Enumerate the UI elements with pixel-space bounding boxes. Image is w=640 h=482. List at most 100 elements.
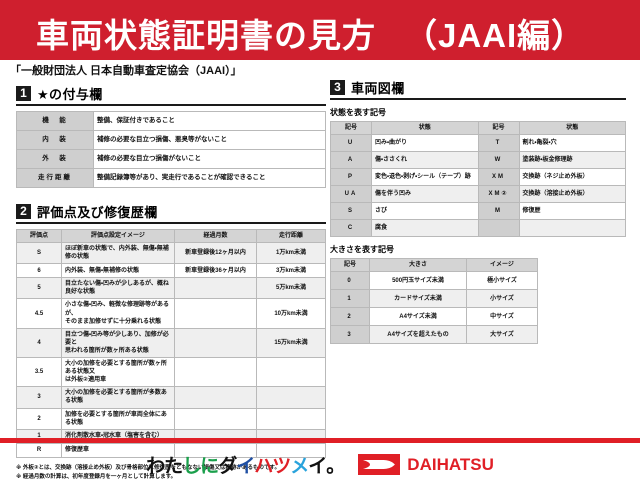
- criteria-label: 外 装: [16, 149, 94, 169]
- state-symbol: T: [477, 134, 520, 153]
- tagline-char: イ: [236, 456, 255, 477]
- size-symbols-table: 記号 大きさ イメージ 0 500円玉サイズ未満 極小サイズ 1 カードサイズ未満 小サイズ 2…: [330, 258, 538, 345]
- score-value: 4: [16, 327, 62, 359]
- score-history-table: 評価点 評価点設定イメージ 経過月数 走行距離 S ほぼ新車の状態で、内外装、無傷・無補…: [16, 228, 326, 458]
- state-desc: 腐食: [371, 219, 479, 238]
- criteria-label: 走行距離: [16, 168, 94, 188]
- criteria-desc: 整備、保証付きであること: [93, 111, 326, 131]
- column-header: 状態: [518, 120, 626, 136]
- column-header: 評価点: [16, 228, 62, 244]
- header-band: [0, 0, 640, 60]
- size-image: 中サイズ: [466, 307, 538, 327]
- tagline-char: に: [200, 456, 219, 477]
- size-symbols-head: 記号 大きさ イメージ: [330, 258, 538, 273]
- star-criteria-row: 内 装補修の必要な目立つ損傷、悪臭等がないこと: [16, 130, 326, 150]
- score-history-row: 6 内外装、無傷・無補修の状態 新車登録後36ヶ月以内 3万km未満: [16, 263, 326, 279]
- state-symbol: XM: [477, 168, 520, 187]
- daihatsu-mark-icon: [358, 454, 401, 475]
- score-history-head: 評価点 評価点設定イメージ 経過月数 走行距離: [16, 228, 326, 244]
- state-symbols-row: U 凹み・曲がり T 割れ・亀裂・穴: [330, 134, 626, 153]
- score-image-desc: 内外装、無傷・無補修の状態: [61, 263, 175, 279]
- travel-distance: [256, 357, 326, 388]
- star-criteria-row: 機 能整備、保証付きであること: [16, 111, 326, 131]
- score-image-desc: ほぼ新車の状態で、内外装、無傷・無補修の状態: [61, 242, 175, 265]
- score-history-row: 3 大小の加修を必要とする箇所が多数ある状態: [16, 386, 326, 409]
- right-column: 3 車両図欄 状態を表す記号 記号 状態 記号 状態 U 凹み・曲がり T 割れ・亀裂・穴 A…: [330, 78, 626, 345]
- state-symbol: C: [330, 219, 372, 238]
- header-subtitle: 「一般財団法人 日本自動車査定協会（JAAI）」: [10, 65, 242, 77]
- travel-distance: [256, 386, 326, 409]
- column-header: 大きさ: [369, 258, 467, 273]
- star-criteria-row: 外 装補修の必要な目立つ損傷がないこと: [16, 149, 326, 169]
- elapsed-months: 新車登録後36ヶ月以内: [174, 263, 257, 279]
- note-line: ※ 外板②とは、交換跡（溶接止め外板）及び骨格部位に修復歴をともなない損傷又は痕…: [16, 464, 280, 471]
- size-symbols-heading: 大きさを表す記号: [330, 245, 394, 255]
- tagline-char: わ: [146, 456, 165, 477]
- score-image-desc: 小さな傷・凹み、軽微な修理跡等があるが、 そのまま加修せずに十分乗れる状態: [61, 298, 175, 329]
- state-desc: 交換跡（溶接止め外板）: [518, 185, 626, 204]
- size-desc: A4サイズを超えたもの: [369, 325, 467, 345]
- travel-distance: 3万km未満: [256, 263, 326, 279]
- state-desc: 変色・退色・剥げ・シール（テープ）跡: [371, 168, 479, 187]
- state-symbols-row: S さび M 修復歴: [330, 202, 626, 221]
- state-desc: 交換跡（ネジ止め外板）: [518, 168, 626, 187]
- section-2-title: 評価点及び修復歴欄: [37, 205, 158, 220]
- score-history-row: 2 加修を必要とする箇所が車両全体にある状態: [16, 407, 326, 430]
- section-2-notes: ※ 外板②とは、交換跡（溶接止め外板）及び骨格部位に修復歴をともなない損傷又は痕…: [16, 464, 326, 482]
- column-header: 経過月数: [174, 228, 257, 244]
- score-image-desc: 大小の加修を必要とする箇所が数ヶ所ある状態又 は外板②適用車: [61, 357, 175, 388]
- size-desc: 500円玉サイズ未満: [369, 271, 467, 291]
- elapsed-months: [174, 357, 257, 388]
- elapsed-months: [174, 277, 257, 300]
- score-image-desc: 目立つ傷・凹み等が少しあり、加修が必要と 思われる箇所が数ヶ所ある状態: [61, 327, 175, 359]
- state-symbols-row: C 腐食: [330, 219, 626, 238]
- score-value: 5: [16, 277, 62, 300]
- page-title-sub: （JAAI編）: [404, 17, 586, 54]
- column-header: イメージ: [466, 258, 538, 273]
- tagline-char: ツ: [272, 456, 291, 477]
- size-symbol: 1: [330, 289, 370, 309]
- size-symbol: 3: [330, 325, 370, 345]
- size-image: 大サイズ: [466, 325, 538, 345]
- score-history-row: 5 目立たない傷・凹みが少しあるが、概ね良好な状態 5万km未満: [16, 277, 326, 300]
- star-criteria-table: 機 能整備、保証付きであること内 装補修の必要な目立つ損傷、悪臭等がないこと外 …: [16, 111, 326, 188]
- tagline-char: た: [164, 456, 183, 477]
- size-symbol: 2: [330, 307, 370, 327]
- section-2-header: 2 評価点及び修復歴欄: [16, 202, 326, 224]
- section-1-title: ★の付与欄: [37, 87, 103, 102]
- section-3: 3 車両図欄: [330, 78, 626, 100]
- tagline-char: ダ: [218, 456, 237, 477]
- section-1-number: 1: [16, 86, 31, 101]
- note-line: ※ 経過月数の計算は、初年度登録月を一ヶ月として計算します。: [16, 474, 177, 481]
- travel-distance: 10万km未満: [256, 298, 326, 329]
- column-header: 状態: [371, 120, 479, 136]
- state-desc: 割れ・亀裂・穴: [518, 134, 626, 153]
- state-symbol: XM②: [477, 185, 520, 204]
- state-symbol: S: [330, 202, 372, 221]
- elapsed-months: [174, 298, 257, 329]
- size-symbols-body: 0 500円玉サイズ未満 極小サイズ 1 カードサイズ未満 小サイズ 2 A4サイズ未満 中サイ…: [330, 271, 538, 345]
- size-symbols-row: 1 カードサイズ未満 小サイズ: [330, 289, 538, 309]
- criteria-desc: 整備記録簿等があり、実走行であることが確認できること: [93, 168, 326, 188]
- state-symbols-table: 記号 状態 記号 状態 U 凹み・曲がり T 割れ・亀裂・穴 A 傷・ささくれ W 塗装跡・板金修理…: [330, 120, 626, 238]
- page-title: 車両状態証明書の見方 （JAAI編）: [36, 9, 585, 57]
- size-symbols-row: 2 A4サイズ未満 中サイズ: [330, 307, 538, 327]
- section-3-header: 3 車両図欄: [330, 78, 626, 100]
- tagline-char: メ: [290, 456, 309, 477]
- column-header: 走行距離: [256, 228, 326, 244]
- footer-rule: [0, 438, 640, 443]
- score-value: 6: [16, 263, 62, 279]
- criteria-label: 内 装: [16, 130, 94, 150]
- size-symbols-row: 3 A4サイズを超えたもの 大サイズ: [330, 325, 538, 345]
- tagline-char: 。: [326, 456, 345, 477]
- state-desc: 凹み・曲がり: [371, 134, 479, 153]
- state-symbol: A: [330, 151, 372, 170]
- elapsed-months: 新車登録後12ヶ月以内: [174, 242, 257, 265]
- score-image-desc: 目立たない傷・凹みが少しあるが、概ね良好な状態: [61, 277, 175, 300]
- section-1: 1 ★の付与欄: [16, 84, 326, 106]
- state-desc: さび: [371, 202, 479, 221]
- criteria-desc: 補修の必要な目立つ損傷がないこと: [93, 149, 326, 169]
- state-symbol: P: [330, 168, 372, 187]
- score-value: 3: [16, 386, 62, 409]
